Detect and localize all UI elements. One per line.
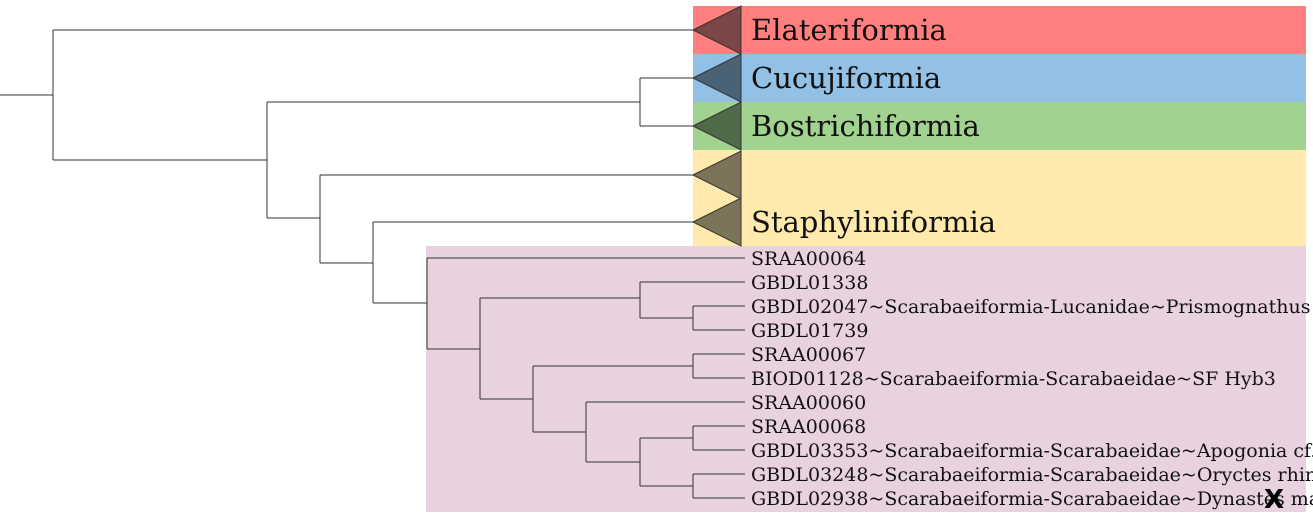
leaf-label: SRAA00068 (751, 416, 866, 438)
scarabaeiformia-highlight (426, 246, 1306, 512)
leaf-label: BIOD01128~Scarabaeiformia-Scarabaeidae~S… (751, 368, 1276, 390)
bostrichiformia-band (693, 102, 1306, 150)
leaf-label: SRAA00064 (751, 248, 866, 270)
leaf-label: GBDL01338 (751, 272, 868, 294)
cucujiformia-band (693, 54, 1306, 102)
elateriformia-band (693, 6, 1306, 54)
leaf-label: GBDL02047~Scarabaeiformia-Lucanidae~Pris… (751, 296, 1313, 318)
clade-label-cucujiformia: Cucujiformia (751, 61, 941, 95)
cucujiformia-triangle (691, 53, 742, 103)
leaf-label: GBDL01739 (751, 320, 868, 342)
staphyliniformia-band (693, 198, 1306, 246)
clade-label-bostrichiformia: Bostrichiformia (751, 109, 980, 143)
leaf-label: GBDL02938~Scarabaeiformia-Scarabaeidae~D… (751, 488, 1313, 510)
unlabeled-band (693, 150, 1306, 198)
clade-label-elateriformia: Elateriformia (751, 13, 947, 47)
leaf-label: SRAA00060 (751, 392, 866, 414)
elateriformia-triangle (691, 5, 742, 55)
tree-branches (0, 29, 745, 499)
unlabeled-clade-triangle (691, 150, 742, 200)
staphyliniformia-triangle (691, 197, 742, 247)
leaf-label: GBDL03248~Scarabaeiformia-Scarabaeidae~O… (751, 464, 1313, 486)
x-marker-icon: X (1264, 485, 1284, 515)
clade-label-staphyliniformia: Staphyliniformia (751, 205, 996, 239)
leaf-label: GBDL03353~Scarabaeiformia-Scarabaeidae~A… (751, 440, 1313, 462)
bostrichiformia-triangle (691, 101, 742, 151)
leaf-label: SRAA00067 (751, 344, 866, 366)
